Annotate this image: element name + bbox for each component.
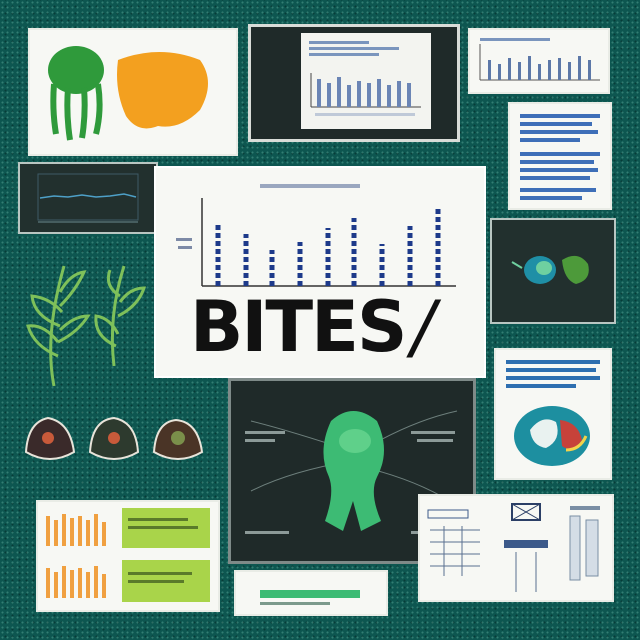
panel-top-chart	[248, 24, 460, 142]
poster-title: BITES/	[190, 286, 433, 368]
beetle-illustration	[492, 220, 614, 322]
panel-beetle	[490, 218, 616, 324]
orange-bar-charts	[38, 502, 218, 610]
panel-orange-charts	[36, 500, 220, 612]
leaves-illustration	[14, 246, 164, 396]
jellyfish-illustration	[30, 30, 236, 154]
small-bar-chart	[470, 30, 608, 92]
panel-main-poster: BITES/	[154, 166, 486, 378]
bug-icons-row	[18, 408, 218, 478]
panel-text-document	[508, 102, 612, 210]
main-bar-chart	[156, 168, 484, 298]
map-illustration	[496, 350, 610, 478]
tables-illustration	[420, 496, 612, 600]
panel-waveform	[18, 162, 158, 234]
document-lines	[510, 104, 610, 208]
top-bar-chart	[301, 33, 431, 129]
panel-top-right-chart	[468, 28, 610, 94]
panel-jellyfish	[28, 28, 238, 156]
green-bar	[236, 572, 386, 614]
waveform-chart	[20, 164, 156, 232]
panel-green-strip	[234, 570, 388, 616]
panel-bottom-right	[418, 494, 614, 602]
panel-map-card	[494, 348, 612, 480]
